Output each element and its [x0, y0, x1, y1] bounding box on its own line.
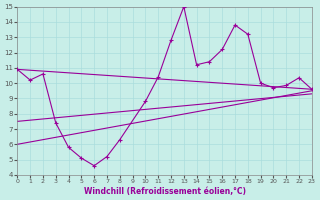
X-axis label: Windchill (Refroidissement éolien,°C): Windchill (Refroidissement éolien,°C)	[84, 187, 245, 196]
